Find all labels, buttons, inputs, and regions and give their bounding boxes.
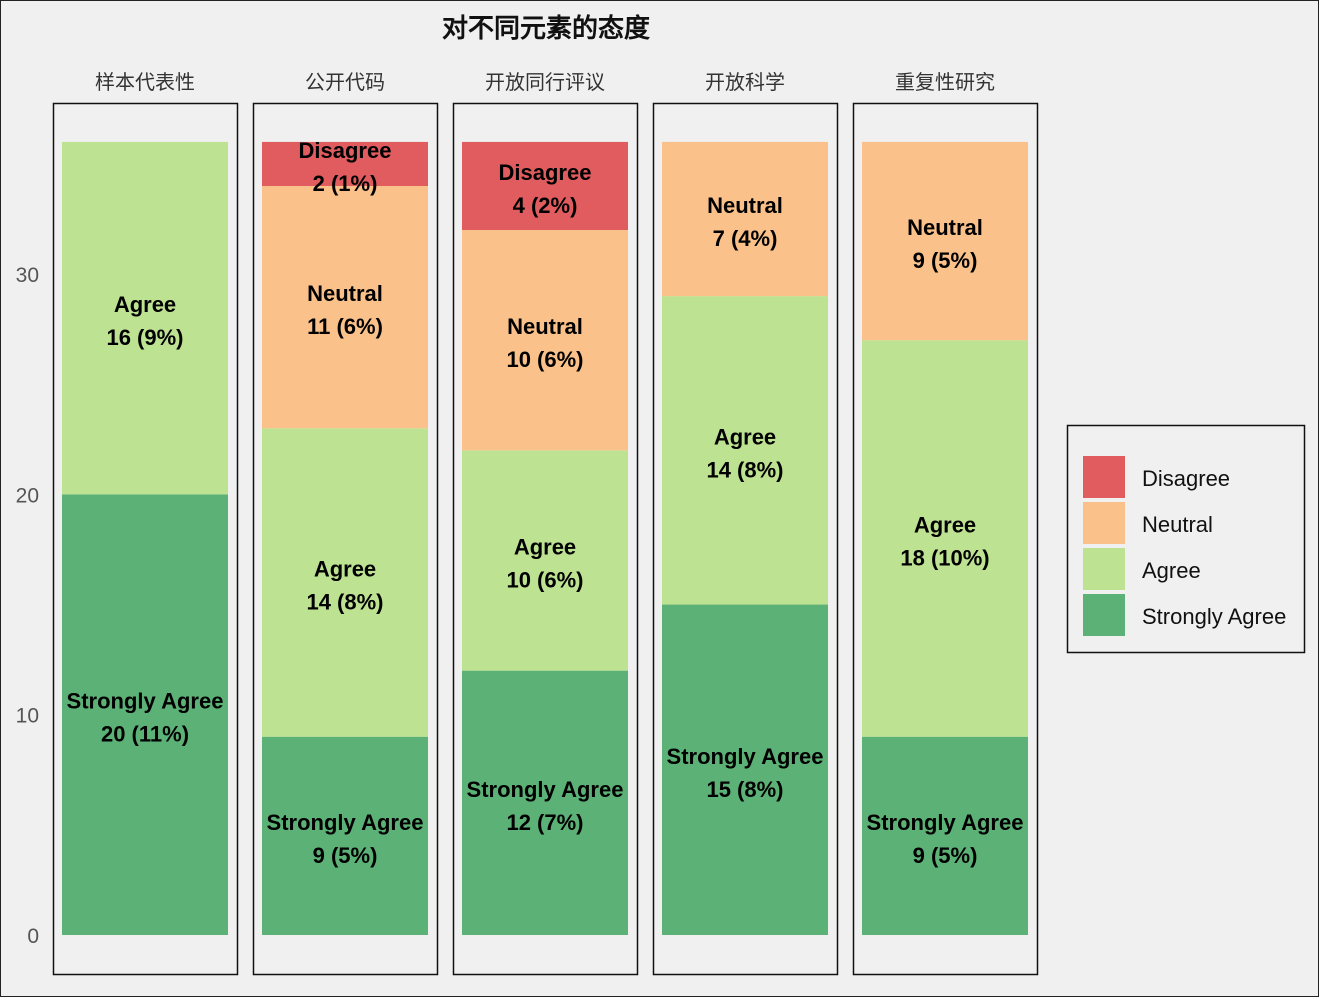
bar-strongly-agree bbox=[662, 604, 828, 935]
bar-agree bbox=[462, 450, 628, 671]
y-tick-label: 0 bbox=[27, 925, 39, 948]
bar-strongly-agree bbox=[462, 670, 628, 935]
facet-2: 开放同行评议 Strongly Agree 12 (7%) Agree 10 (6%) N… bbox=[452, 70, 639, 976]
y-tick-label: 20 bbox=[16, 484, 39, 507]
bar-strongly-agree bbox=[62, 494, 228, 935]
facet-label: 开放同行评议 bbox=[485, 70, 605, 94]
facet-panels: 样本代表性 Strongly Agree 20 (11%) Agree 16 (9%) 公… bbox=[52, 70, 1039, 976]
segment-label-name: Strongly Agree bbox=[67, 689, 224, 714]
segment-label-name: Strongly Agree bbox=[467, 777, 624, 802]
segment-label-value: 18 (10%) bbox=[900, 545, 989, 570]
segment-label-name: Disagree bbox=[499, 160, 592, 185]
facet-label: 开放科学 bbox=[705, 70, 785, 94]
bar-agree bbox=[662, 296, 828, 605]
facet-label: 样本代表性 bbox=[95, 70, 195, 94]
facet-3: 开放科学 Strongly Agree 15 (8%) Agree 14 (8%) Neu… bbox=[652, 70, 839, 976]
legend-item-disagree: Disagree bbox=[1083, 456, 1230, 498]
segment-label-value: 9 (5%) bbox=[913, 843, 978, 868]
legend: Disagree Neutral Agree Strongly Agree bbox=[1066, 424, 1306, 654]
y-tick-label: 30 bbox=[16, 264, 39, 287]
segment-label-value: 10 (6%) bbox=[506, 567, 583, 592]
bar-neutral bbox=[662, 141, 828, 297]
segment-label-name: Neutral bbox=[507, 314, 583, 339]
legend-swatch bbox=[1083, 548, 1125, 590]
segment-label-value: 9 (5%) bbox=[913, 248, 978, 273]
legend-item-neutral: Neutral bbox=[1083, 502, 1213, 544]
segment-label-value: 16 (9%) bbox=[106, 325, 183, 350]
segment-label-name: Agree bbox=[914, 512, 976, 537]
legend-label: Agree bbox=[1142, 558, 1201, 583]
segment-label-name: Strongly Agree bbox=[267, 810, 424, 835]
segment-label-name: Agree bbox=[514, 534, 576, 559]
segment-label-value: 10 (6%) bbox=[506, 347, 583, 372]
y-tick-label: 10 bbox=[16, 705, 39, 728]
segment-label-value: 11 (6%) bbox=[307, 314, 383, 339]
segment-label-name: Neutral bbox=[707, 193, 783, 218]
segment-label-name: Strongly Agree bbox=[867, 810, 1024, 835]
bar-neutral bbox=[462, 230, 628, 451]
segment-label-value: 2 (1%) bbox=[313, 171, 378, 196]
bar-strongly-agree bbox=[862, 736, 1028, 935]
chart-title: 对不同元素的态度 bbox=[442, 13, 650, 44]
legend-swatch bbox=[1083, 594, 1125, 636]
bar-agree bbox=[862, 340, 1028, 737]
segment-label-name: Agree bbox=[114, 292, 176, 317]
bar-strongly-agree bbox=[262, 736, 428, 935]
legend-label: Strongly Agree bbox=[1142, 604, 1286, 629]
segment-label-value: 14 (8%) bbox=[306, 590, 383, 615]
bar-neutral bbox=[862, 141, 1028, 341]
segment-label-value: 12 (7%) bbox=[506, 810, 583, 835]
bar-neutral bbox=[262, 185, 428, 429]
bar-agree bbox=[62, 141, 228, 495]
segment-label-name: Disagree bbox=[299, 138, 392, 163]
segment-label-name: Agree bbox=[314, 557, 376, 582]
y-axis: 0 10 20 30 bbox=[16, 264, 39, 948]
bar-agree bbox=[262, 428, 428, 737]
legend-label: Neutral bbox=[1142, 512, 1213, 537]
bar-disagree bbox=[262, 141, 428, 186]
segment-label-value: 7 (4%) bbox=[713, 226, 778, 251]
segment-label-value: 15 (8%) bbox=[706, 777, 783, 802]
segment-label-value: 9 (5%) bbox=[313, 843, 378, 868]
segment-label-name: Strongly Agree bbox=[667, 744, 824, 769]
legend-item-agree: Agree bbox=[1083, 548, 1201, 590]
legend-swatch bbox=[1083, 456, 1125, 498]
segment-label-value: 14 (8%) bbox=[706, 457, 783, 482]
segment-label-name: Neutral bbox=[307, 281, 383, 306]
segment-label-value: 20 (11%) bbox=[101, 722, 189, 747]
legend-swatch bbox=[1083, 502, 1125, 544]
legend-item-strongly-agree: Strongly Agree bbox=[1083, 594, 1286, 636]
segment-label-name: Neutral bbox=[907, 215, 983, 240]
facet-1: 公开代码 Strongly Agree 9 (5%) Agree 14 (8%) Neut… bbox=[252, 70, 439, 976]
facet-4: 重复性研究 Strongly Agree 9 (5%) Agree 18 (10%) Ne… bbox=[852, 70, 1039, 976]
bar-disagree bbox=[462, 141, 628, 231]
facet-label: 重复性研究 bbox=[895, 70, 995, 94]
legend-label: Disagree bbox=[1142, 466, 1230, 491]
segment-label-value: 4 (2%) bbox=[513, 193, 578, 218]
segment-label-name: Agree bbox=[714, 424, 776, 449]
facet-0: 样本代表性 Strongly Agree 20 (11%) Agree 16 (9%) bbox=[52, 70, 239, 976]
facet-label: 公开代码 bbox=[305, 70, 385, 94]
